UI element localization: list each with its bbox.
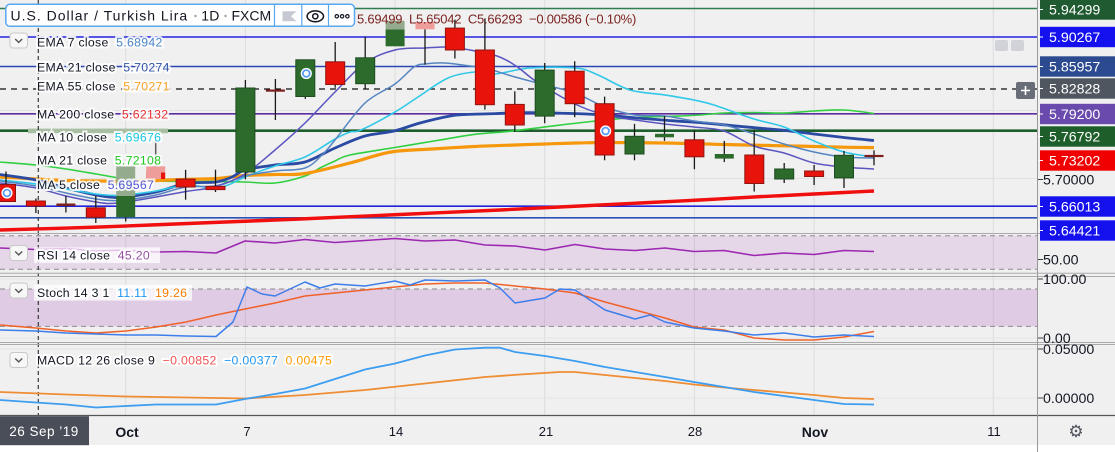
svg-text:⚙: ⚙ — [1068, 422, 1083, 441]
svg-text:5.70000: 5.70000 — [1043, 172, 1094, 188]
svg-text:EMA 7 close 5.68942: EMA 7 close 5.68942 — [37, 36, 163, 50]
svg-text:5.85957: 5.85957 — [1049, 59, 1100, 75]
svg-text:Stoch 14 3 1 11.11 19.26: Stoch 14 3 1 11.11 19.26 — [37, 286, 187, 300]
svg-text:5.90267: 5.90267 — [1049, 30, 1100, 46]
svg-text:100.00: 100.00 — [1043, 272, 1087, 288]
svg-text:FXCM: FXCM — [232, 8, 272, 24]
svg-text:0.00000: 0.00000 — [1043, 391, 1094, 407]
svg-text:5.64421: 5.64421 — [1049, 223, 1100, 239]
svg-text:1D: 1D — [201, 8, 220, 24]
svg-text:MA 21 close 5.72108: MA 21 close 5.72108 — [37, 154, 161, 168]
svg-text:14: 14 — [389, 424, 403, 439]
svg-text:28: 28 — [688, 424, 702, 439]
svg-text:5.82828: 5.82828 — [1049, 81, 1100, 97]
svg-text:5.73202: 5.73202 — [1049, 153, 1100, 169]
svg-text:U.S. Dollar / Turkish Lira: U.S. Dollar / Turkish Lira — [11, 8, 189, 24]
svg-text:0.00: 0.00 — [1043, 331, 1071, 347]
svg-text:Nov: Nov — [802, 424, 829, 440]
svg-text:5.66013: 5.66013 — [1049, 199, 1100, 215]
svg-text:MA 5 close 5.69567: MA 5 close 5.69567 — [37, 178, 154, 192]
svg-text:7: 7 — [243, 424, 250, 439]
svg-text:5.94299: 5.94299 — [1049, 2, 1100, 18]
svg-text:26 Sep ’19: 26 Sep ’19 — [9, 424, 79, 439]
svg-text:5.69499 L5.65042 C5.66293 −: 5.69499 L5.65042 C5.66293 −0.00586 (−0.1… — [357, 11, 636, 26]
svg-text:0.05000: 0.05000 — [1043, 342, 1094, 358]
svg-text:MA 10 close 5.69676: MA 10 close 5.69676 — [37, 131, 161, 145]
svg-text:11: 11 — [987, 424, 1001, 439]
svg-text:5.76792: 5.76792 — [1049, 129, 1100, 145]
svg-text:21: 21 — [539, 424, 553, 439]
svg-text:EMA 21 close 5.70274: EMA 21 close 5.70274 — [37, 61, 170, 75]
svg-text:50.00: 50.00 — [1043, 252, 1079, 268]
svg-text:Oct: Oct — [115, 424, 139, 440]
svg-text:5.79200: 5.79200 — [1049, 107, 1100, 123]
svg-text:RSI 14 close 45.20: RSI 14 close 45.20 — [37, 249, 150, 263]
svg-text:MA 200 close 5.62132: MA 200 close 5.62132 — [37, 108, 168, 122]
svg-text:MACD 12 26 close 9 −0.00852: MACD 12 26 close 9 −0.00852 −0.00377 0.0… — [37, 354, 332, 368]
svg-text:EMA 55 close 5.70271: EMA 55 close 5.70271 — [37, 79, 170, 93]
